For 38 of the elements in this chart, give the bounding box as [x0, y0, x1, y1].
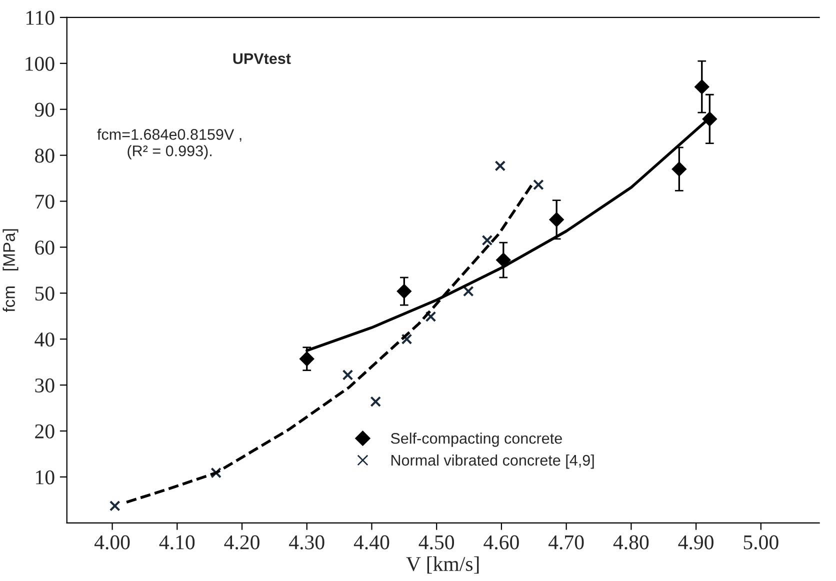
y-tick-label: 100	[26, 56, 54, 71]
legend-label: Normal vibrated concrete [4,9]	[391, 454, 594, 469]
x-tick-label: 4.60	[484, 535, 519, 550]
legend-label: Self-compacting concrete	[390, 432, 562, 447]
x-axis-title: V [km/s]	[406, 556, 479, 574]
y-tick-label: 40	[34, 332, 54, 347]
x-tick-label: 4.40	[354, 535, 390, 550]
y-tick-label: 70	[36, 194, 54, 209]
x-tick-label: 4.80	[613, 535, 649, 550]
point	[482, 234, 493, 246]
y-axis-title: fcm [MPa]	[2, 229, 18, 312]
point	[109, 500, 120, 512]
point	[425, 311, 436, 322]
x-tick-label: 4.30	[289, 535, 324, 550]
x-tick-label: 4.00	[94, 535, 130, 550]
x-tick-label: 4.90	[678, 535, 714, 550]
y-tick-label: 10	[36, 470, 54, 484]
point	[342, 370, 354, 380]
x-tick-label: 5.00	[744, 535, 778, 550]
x-tick-label: 4.10	[159, 535, 195, 550]
y-tick-label: 30	[35, 378, 54, 392]
x-tick-label: 4.50	[418, 535, 454, 550]
y-tick-label: 110	[26, 10, 54, 25]
y-tick-label: 20	[35, 424, 54, 438]
y-tick-label: 60	[35, 240, 54, 255]
point	[532, 179, 544, 190]
point	[462, 286, 474, 297]
annotation: UPVtest	[233, 53, 291, 64]
point	[370, 396, 382, 408]
annotation: fcm=1.684e0.8159V , (R² = 0.993).	[97, 128, 242, 160]
y-tick-label: 50	[35, 286, 54, 301]
y-tick-label: 90	[34, 102, 54, 117]
point	[494, 160, 506, 172]
y-tick-label: 80	[35, 148, 54, 163]
point	[401, 334, 412, 345]
x-tick-label: 4.20	[224, 535, 260, 550]
point	[210, 467, 222, 478]
x-tick-label: 4.70	[548, 535, 584, 550]
